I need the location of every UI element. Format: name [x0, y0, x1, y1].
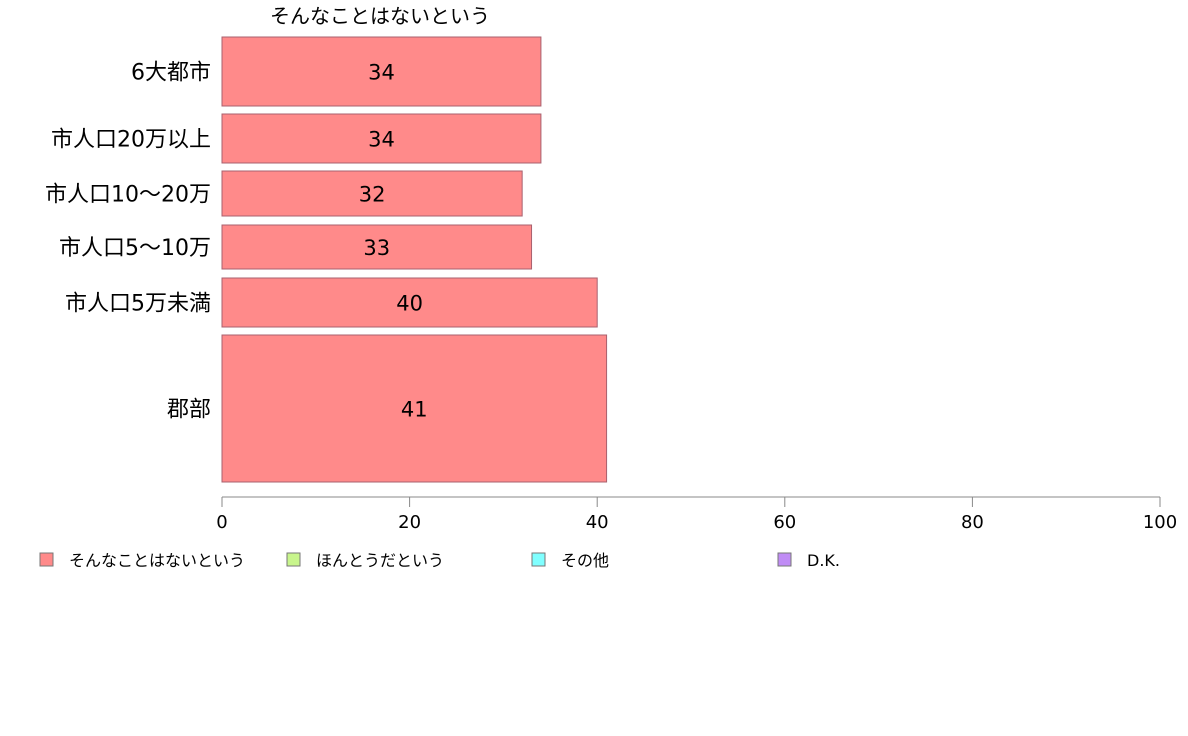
bar — [221, 170, 523, 217]
chart-title: そんなことはないという — [270, 4, 490, 28]
value-labels: 34 34 32 33 40 41 — [359, 61, 428, 422]
x-tick-label: 80 — [961, 512, 984, 533]
value-label: 34 — [368, 128, 395, 152]
legend: そんなことはないという ほんとうだという その他 D.K. — [39, 551, 840, 570]
value-label: 34 — [368, 61, 395, 85]
x-tick-label: 100 — [1143, 512, 1177, 533]
category-label: 郡部 — [167, 398, 211, 423]
bars-group — [221, 36, 608, 483]
category-label: 6大都市 — [131, 61, 211, 86]
value-label: 33 — [363, 236, 390, 260]
value-label: 41 — [401, 398, 428, 422]
legend-swatch — [777, 552, 792, 567]
category-label: 市人口5〜10万 — [59, 236, 211, 261]
bar — [221, 334, 608, 483]
category-label: 市人口10〜20万 — [45, 183, 211, 208]
legend-label: その他 — [561, 551, 609, 570]
legend-swatch — [39, 552, 54, 567]
bar — [221, 224, 533, 270]
x-tick-label: 0 — [216, 512, 227, 533]
value-label: 32 — [359, 183, 386, 207]
legend-label: D.K. — [807, 551, 840, 570]
bar — [221, 113, 542, 164]
bar — [221, 277, 598, 328]
x-tick-label: 40 — [586, 512, 609, 533]
value-label: 40 — [396, 292, 423, 316]
bar — [221, 36, 542, 107]
x-axis: 0 20 40 60 80 100 — [216, 496, 1177, 533]
legend-swatch — [286, 552, 301, 567]
category-label: 市人口5万未満 — [65, 292, 211, 317]
x-tick-label: 60 — [773, 512, 796, 533]
legend-label: ほんとうだという — [316, 551, 444, 570]
category-label: 市人口20万以上 — [51, 128, 211, 153]
legend-label: そんなことはないという — [69, 551, 245, 570]
x-tick-label: 20 — [398, 512, 421, 533]
legend-swatch — [531, 552, 546, 567]
